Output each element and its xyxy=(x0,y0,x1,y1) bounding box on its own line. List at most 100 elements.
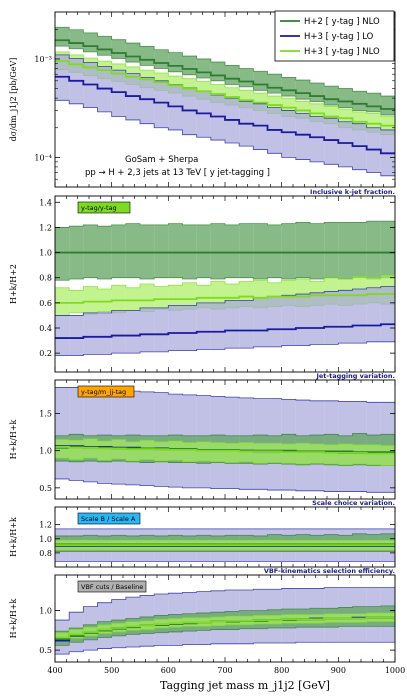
y-axis-label: H+k/H+2 xyxy=(9,264,18,304)
band-h3-nlo-bin xyxy=(281,443,296,464)
band-h3-lo-bin xyxy=(253,103,268,150)
band-h2-nlo-bin xyxy=(125,223,140,278)
band-h3-lo-bin xyxy=(295,113,310,160)
band-h2-nlo-bin xyxy=(352,91,367,111)
band-h3-nlo-bin xyxy=(267,443,282,463)
band-h3-lo-bin xyxy=(210,95,225,141)
band-h3-nlo-bin xyxy=(83,286,98,315)
band-h2-nlo-bin xyxy=(338,88,353,108)
band-h2-nlo-bin xyxy=(83,32,98,52)
band-h2-nlo-bin xyxy=(182,56,197,75)
band-h3-lo-bin xyxy=(69,315,84,356)
band-h2-nlo-bin xyxy=(239,223,254,278)
x-tick-label: 1000 xyxy=(385,666,405,675)
badge-scale: Scale B / Scale A xyxy=(77,512,141,525)
section-label-inclusive: Inclusive k-jet fraction. xyxy=(310,188,395,196)
y-tick-label: 1.0 xyxy=(39,607,52,616)
band-edge-high-h3-nlo xyxy=(55,612,395,634)
band-h2-nlo-bin xyxy=(55,227,70,281)
y-tick-label: 0.5 xyxy=(39,484,52,493)
band-edge-high-h2-nlo xyxy=(55,26,395,97)
band-h3-lo-bin xyxy=(210,302,225,350)
panel-plot-area xyxy=(55,220,395,357)
legend-label-h2-nlo: H+2 [ y-tag ] NLO xyxy=(304,17,380,27)
badge-ytag-mjj: y-tag/m_jj-tag xyxy=(77,385,135,398)
band-h2-nlo-bin xyxy=(239,68,254,87)
panel-plot-area xyxy=(55,587,395,655)
band-h3-nlo-bin xyxy=(111,285,126,313)
band-h3-nlo-bin xyxy=(125,441,140,462)
band-h2-nlo-bin xyxy=(380,96,395,115)
band-h2-nlo-bin xyxy=(352,222,367,278)
band-h3-nlo-bin xyxy=(140,284,155,312)
band-edge-high-h2-nlo xyxy=(55,433,395,437)
band-h2-nlo-bin xyxy=(253,71,268,91)
band-h3-nlo-bin xyxy=(352,444,367,465)
y-tick-label: 1.5 xyxy=(39,409,52,418)
x-tick-label: 400 xyxy=(47,666,62,675)
legend: H+2 [ y-tag ] NLO H+3 [ y-tag ] LO H+3 [… xyxy=(274,10,395,62)
band-h3-nlo-bin xyxy=(366,444,381,465)
band-edge-low-h2-nlo xyxy=(55,45,395,116)
band-h3-lo-bin xyxy=(295,294,310,346)
x-tick-label: 700 xyxy=(217,666,232,675)
band-h3-nlo-bin xyxy=(380,445,395,466)
y-tick-label: 10⁻³ xyxy=(34,55,52,64)
y-tick-label: 0.4 xyxy=(39,324,52,333)
y-tick-label: 1.4 xyxy=(39,198,52,207)
band-edge-high-h3-nlo xyxy=(55,438,395,446)
band-h3-lo-bin xyxy=(154,307,169,352)
band-h3-nlo-bin xyxy=(210,281,225,310)
band-h2-nlo-bin xyxy=(83,224,98,278)
band-h3-lo-bin xyxy=(324,291,339,345)
band-h3-lo-bin xyxy=(97,312,112,355)
band-h3-lo-bin xyxy=(253,297,268,347)
chart-panels: 10⁻³ 10⁻⁴ dσ/dm_j1j2 [pb/GeV] 0.2 0.4 0.6 0.8 1… xyxy=(9,11,405,675)
y-axis-label: H+k/H+k xyxy=(9,598,18,638)
band-h3-nlo-bin xyxy=(196,285,211,308)
band-edge-high-h2-nlo xyxy=(55,605,395,632)
band-h2-nlo-bin xyxy=(140,46,155,66)
band-h3-lo-bin xyxy=(338,290,353,344)
series-line-h2-nlo xyxy=(55,39,395,110)
band-h3-lo-bin xyxy=(154,80,169,128)
annotation-process: pp → H + 2,3 jets at 13 TeV [ y jet-tagg… xyxy=(85,168,270,178)
band-h3-lo-bin xyxy=(140,77,155,124)
band-h3-nlo-bin xyxy=(154,441,169,462)
legend-label-h3-lo: H+3 [ y-tag ] LO xyxy=(304,32,374,42)
band-h2-nlo-bin xyxy=(380,221,395,278)
band-h2-nlo-bin xyxy=(366,221,381,279)
y-tick-label: 1.0 xyxy=(39,249,52,258)
band-edge-low-h3-lo xyxy=(55,99,395,177)
y-tick-label: 1.0 xyxy=(39,535,52,544)
y-tick-label: 1.2 xyxy=(39,223,52,232)
band-h3-nlo-bin xyxy=(310,443,325,464)
band-edge-low-h3-nlo xyxy=(55,457,395,466)
x-tick-label: 800 xyxy=(274,666,289,675)
y-tick-label: 0.8 xyxy=(39,549,52,558)
band-h3-lo-bin xyxy=(182,305,197,351)
badge-vbf: VBF cuts / Baseline xyxy=(77,580,147,593)
band-h3-nlo-bin xyxy=(154,286,169,310)
band-h2-nlo-bin xyxy=(69,29,84,49)
band-h2-nlo-bin xyxy=(281,223,296,279)
x-tick-label: 600 xyxy=(161,666,176,675)
band-h3-lo-bin xyxy=(55,387,70,479)
band-h2-nlo-bin xyxy=(281,77,296,97)
section-label-jet-tagging: Jet-tagging variation. xyxy=(315,372,395,380)
band-h3-lo-bin xyxy=(83,388,98,482)
x-axis-label: Tagging jet mass m_j1j2 [GeV] xyxy=(160,679,330,692)
panel-ratio4: 0.5 1.0 H+k/H+k xyxy=(9,574,396,663)
band-edge-high-h2-nlo xyxy=(55,220,395,228)
band-h3-lo-bin xyxy=(168,305,183,351)
svg-text:y-tag/m_jj-tag: y-tag/m_jj-tag xyxy=(81,388,126,396)
band-h3-lo-bin xyxy=(225,300,240,349)
band-h3-nlo-bin xyxy=(69,440,84,460)
band-h3-nlo-bin xyxy=(168,285,183,311)
panel-ratio2: 0.5 1.0 1.5 H+k/H+k xyxy=(9,379,396,500)
band-h3-nlo-bin xyxy=(210,442,225,462)
band-h3-lo-bin xyxy=(281,295,296,346)
band-h3-lo-bin xyxy=(324,118,339,165)
y-tick-label: 0.6 xyxy=(39,299,52,308)
